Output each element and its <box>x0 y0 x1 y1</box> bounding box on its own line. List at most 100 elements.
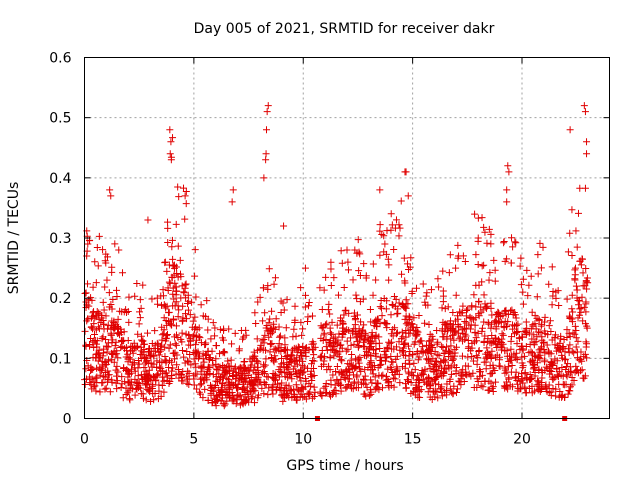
data-point <box>478 214 486 222</box>
data-point <box>240 333 248 341</box>
data-point <box>256 346 264 354</box>
data-point <box>149 390 157 398</box>
data-point <box>107 301 115 309</box>
data-point <box>209 319 217 327</box>
y-axis-label: SRMTID / TECUs <box>6 182 22 295</box>
data-point <box>143 380 151 388</box>
data-point <box>294 343 302 351</box>
data-point <box>193 349 201 357</box>
data-point <box>90 308 98 316</box>
data-point <box>201 385 209 393</box>
data-point <box>427 357 435 365</box>
data-point <box>140 364 148 372</box>
data-point <box>180 289 188 297</box>
data-point <box>326 340 334 348</box>
data-point <box>112 338 120 346</box>
data-point <box>434 394 442 402</box>
data-point <box>412 384 420 392</box>
data-point <box>301 303 309 311</box>
data-point <box>157 301 165 309</box>
data-point <box>196 390 204 398</box>
data-point <box>572 343 580 351</box>
data-point <box>453 385 461 393</box>
data-point <box>265 319 273 327</box>
data-point-outlier <box>503 198 511 206</box>
data-point <box>422 292 430 300</box>
data-point <box>535 316 543 324</box>
data-point <box>385 276 393 284</box>
data-point <box>166 357 174 365</box>
data-point <box>350 309 358 317</box>
data-point <box>415 311 423 319</box>
data-point <box>423 375 431 383</box>
data-point <box>263 373 271 381</box>
data-point-outlier <box>229 186 237 194</box>
data-point <box>133 279 141 287</box>
data-point <box>338 259 346 267</box>
data-point <box>349 329 357 337</box>
data-point <box>285 370 293 378</box>
data-point <box>247 395 255 403</box>
data-point <box>568 206 576 214</box>
data-point <box>200 358 208 366</box>
data-point <box>120 345 128 353</box>
data-point <box>487 230 495 238</box>
data-point <box>439 287 447 295</box>
data-point-outlier <box>263 126 270 134</box>
data-point <box>161 352 169 360</box>
data-point <box>297 284 305 292</box>
data-point <box>204 347 212 355</box>
data-point <box>327 381 335 389</box>
data-point <box>358 380 366 388</box>
data-point <box>165 278 173 286</box>
data-point <box>272 345 280 353</box>
data-point <box>534 251 542 259</box>
data-point <box>464 337 472 345</box>
data-point <box>141 373 149 381</box>
data-point <box>182 200 190 208</box>
data-point <box>501 257 509 265</box>
data-point <box>582 298 590 306</box>
data-point <box>390 383 398 391</box>
data-point <box>269 390 277 398</box>
data-point <box>479 383 487 391</box>
data-point <box>494 313 502 321</box>
data-point <box>534 270 542 278</box>
data-point <box>281 345 289 353</box>
data-point <box>323 320 331 328</box>
data-point <box>557 332 565 340</box>
data-point <box>316 353 324 361</box>
data-point <box>296 374 304 382</box>
data-point <box>304 364 312 372</box>
data-point <box>117 344 125 352</box>
data-point <box>481 377 489 385</box>
data-point <box>388 301 396 309</box>
data-point <box>352 364 360 372</box>
data-point <box>220 325 228 333</box>
data-point <box>316 388 324 396</box>
data-point <box>419 280 427 288</box>
data-point <box>419 349 427 357</box>
data-point <box>559 344 567 352</box>
data-point <box>545 389 553 397</box>
data-point <box>360 338 368 346</box>
data-point <box>241 397 249 405</box>
data-point <box>164 218 172 226</box>
data-point <box>441 388 449 396</box>
data-point <box>165 363 173 371</box>
data-point <box>478 324 486 332</box>
data-point <box>103 276 111 284</box>
data-point <box>485 225 493 233</box>
data-point <box>571 264 579 272</box>
data-point <box>221 363 229 371</box>
data-point <box>517 281 525 289</box>
data-point <box>162 316 170 324</box>
data-point <box>291 302 299 310</box>
data-point <box>414 372 422 380</box>
data-point <box>541 327 549 335</box>
data-point <box>507 307 515 315</box>
data-point <box>574 209 582 217</box>
data-point <box>542 363 550 371</box>
data-point <box>334 350 342 358</box>
data-point <box>438 383 446 391</box>
